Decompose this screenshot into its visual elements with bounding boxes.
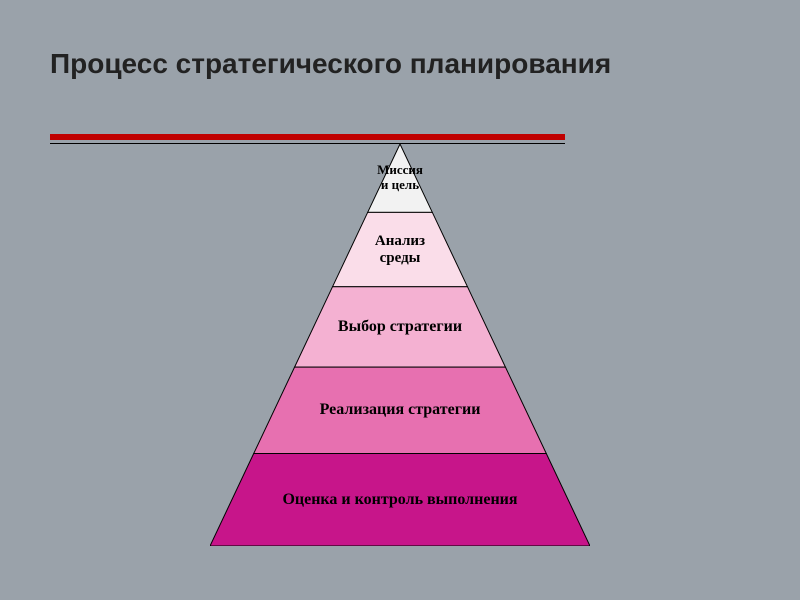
pyramid-level-label-1: Анализ среды (210, 232, 590, 267)
pyramid-level-label-2: Выбор стратегии (210, 318, 590, 336)
title-rule-red (50, 134, 565, 140)
pyramid-svg (210, 144, 590, 546)
pyramid-diagram: Миссия и цель Анализ среды Выбор стратегии… (210, 144, 590, 546)
pyramid-level-label-3: Реализация стратегии (210, 401, 590, 419)
pyramid-level-label-0: Миссия и цель (210, 163, 590, 193)
slide: Процесс стратегического планирования Мис… (0, 0, 800, 600)
pyramid-level-label-4: Оценка и контроль выполнения (210, 491, 590, 509)
page-title: Процесс стратегического планирования (50, 48, 611, 80)
